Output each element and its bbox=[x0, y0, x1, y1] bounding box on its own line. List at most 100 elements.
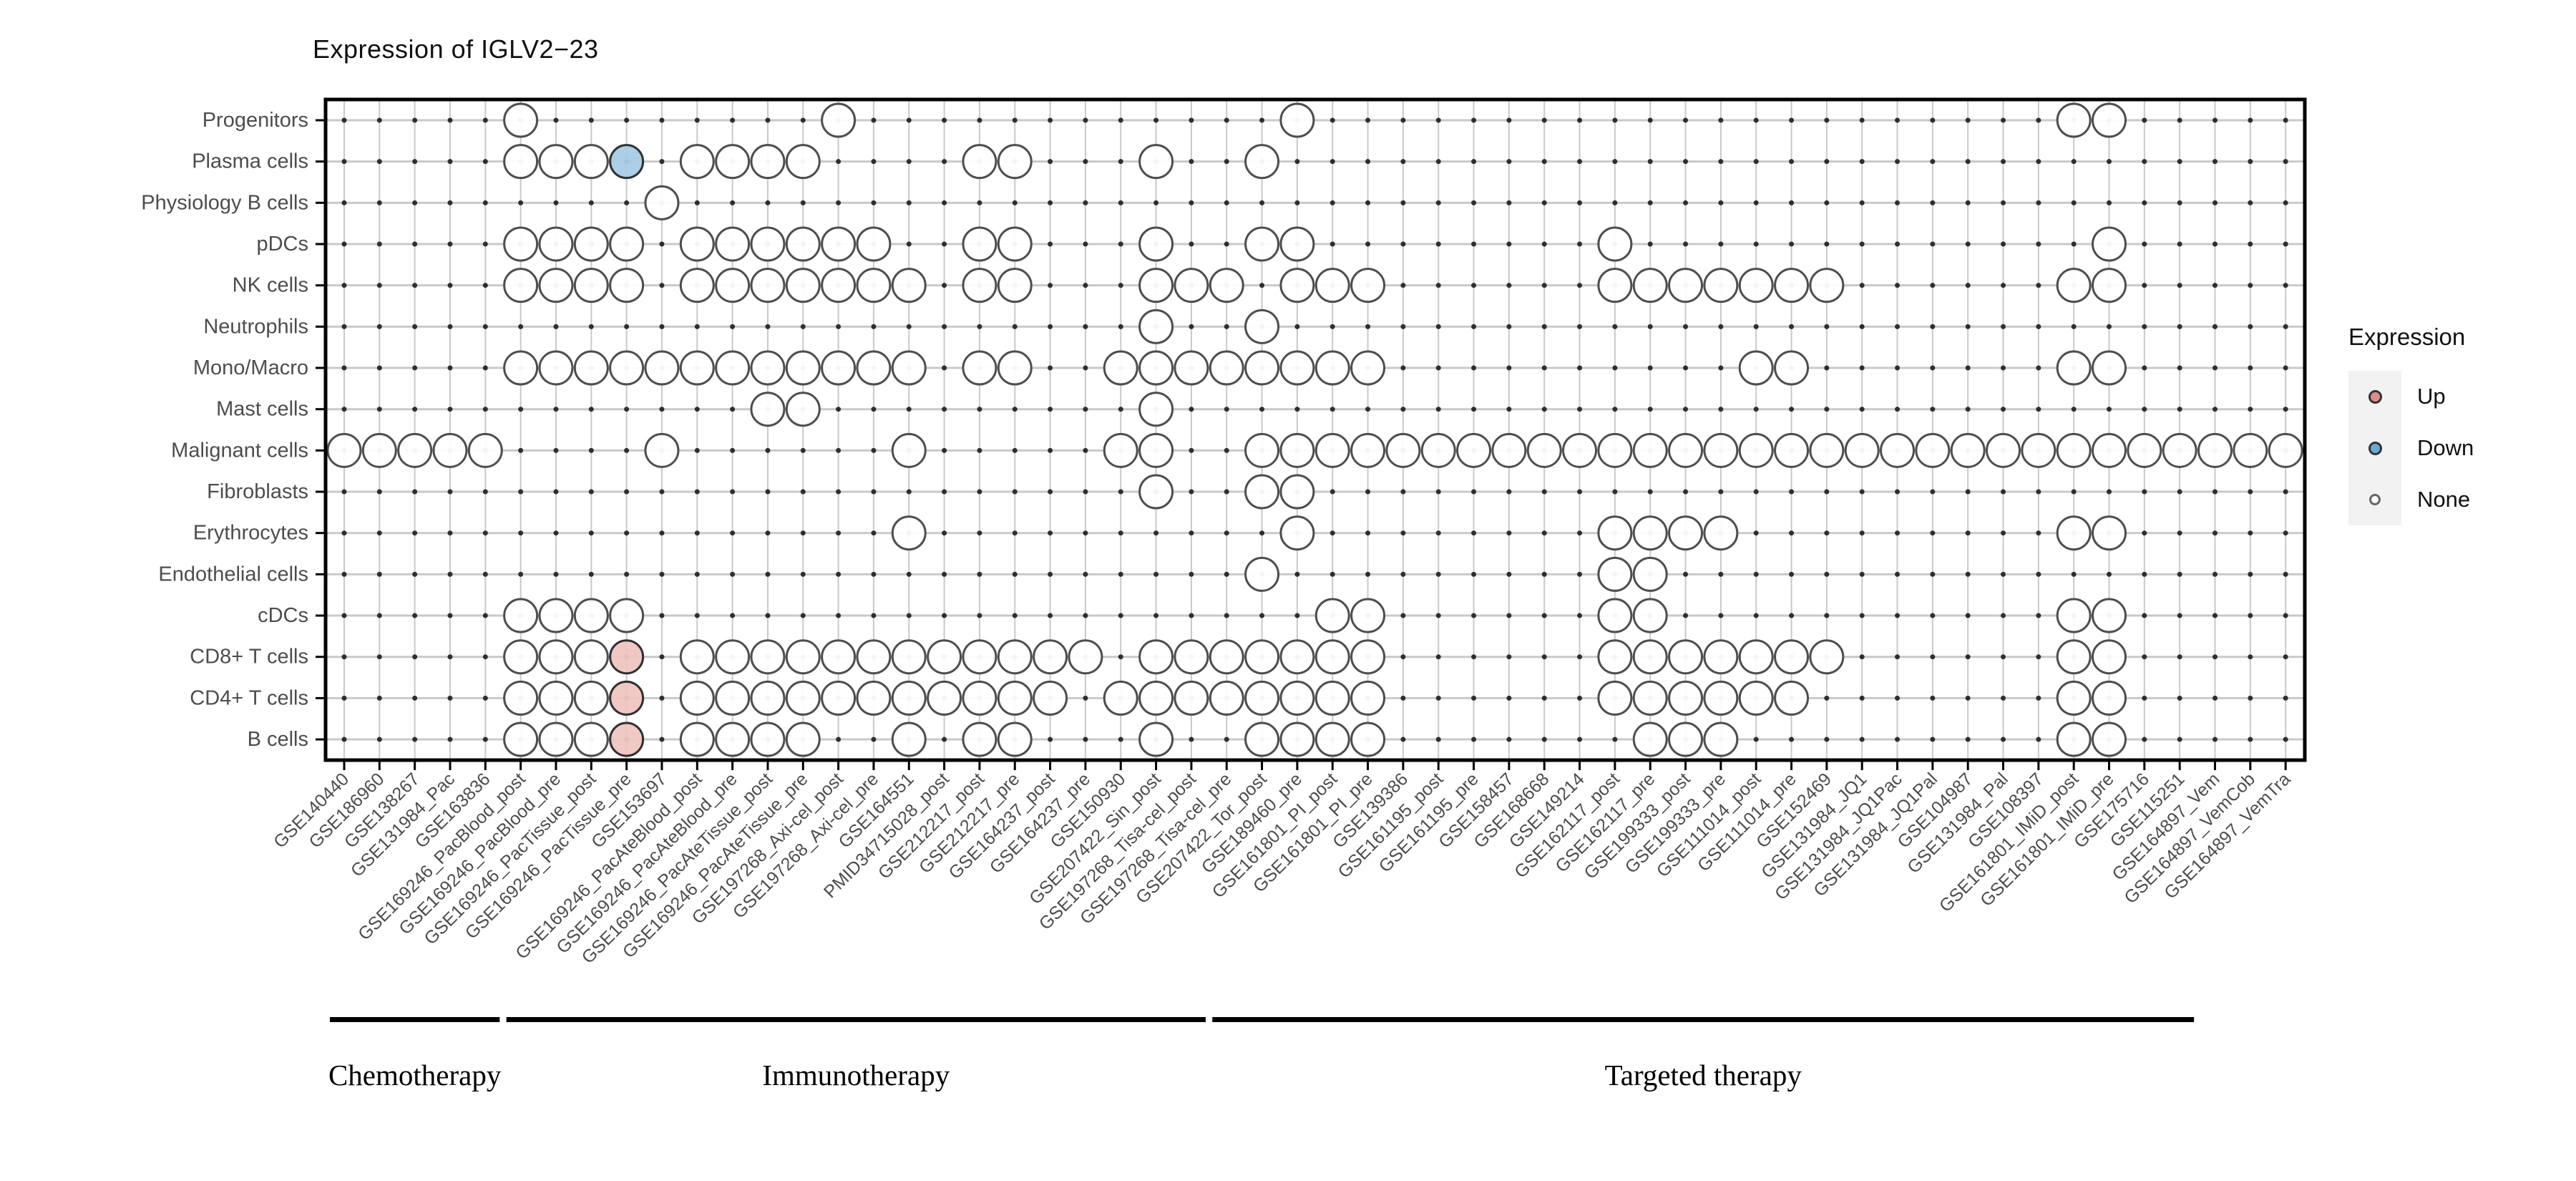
grid-point bbox=[1471, 365, 1477, 371]
grid-point bbox=[1859, 695, 1865, 701]
grid-point bbox=[1541, 200, 1547, 205]
grid-point bbox=[2001, 613, 2006, 618]
grid-point bbox=[1895, 365, 1901, 371]
grid-point bbox=[1365, 200, 1371, 205]
grid-point bbox=[2142, 571, 2147, 577]
grid-point bbox=[447, 613, 453, 618]
grid-point bbox=[1400, 283, 1406, 288]
dot-none bbox=[503, 639, 539, 675]
grid-point bbox=[2283, 283, 2288, 288]
grid-point bbox=[1859, 489, 1865, 495]
dot-none bbox=[2233, 432, 2268, 468]
grid-point bbox=[1718, 571, 1724, 577]
dot-none bbox=[1279, 515, 1315, 551]
y-axis-label: pDCs bbox=[256, 233, 308, 256]
dot-none bbox=[1244, 144, 1280, 180]
grid-point bbox=[871, 737, 877, 742]
dot-none bbox=[1597, 556, 1633, 592]
legend-label: Down bbox=[2417, 435, 2474, 460]
dot-none bbox=[1950, 432, 1986, 468]
grid-point bbox=[2071, 489, 2077, 495]
grid-point bbox=[1118, 407, 1123, 412]
grid-point bbox=[1365, 407, 1371, 412]
grid-point bbox=[659, 530, 665, 536]
grid-point bbox=[942, 571, 947, 577]
grid-point bbox=[624, 530, 630, 536]
grid-point bbox=[1189, 489, 1194, 495]
grid-point bbox=[2001, 365, 2006, 371]
grid-point bbox=[1012, 407, 1018, 412]
grid-point bbox=[1824, 117, 1830, 123]
grid-point bbox=[1330, 159, 1335, 165]
grid-point bbox=[800, 489, 806, 495]
grid-point bbox=[1541, 571, 1547, 577]
dot-none bbox=[2056, 350, 2092, 386]
grid-point bbox=[2283, 737, 2288, 742]
dot-none bbox=[609, 598, 645, 633]
grid-point bbox=[1435, 200, 1441, 205]
grid-point bbox=[1506, 324, 1512, 329]
grid-point bbox=[2036, 283, 2041, 288]
grid-point bbox=[1683, 365, 1689, 371]
dot-none bbox=[1597, 226, 1633, 262]
grid-point bbox=[588, 324, 594, 329]
grid-point bbox=[1294, 324, 1300, 329]
grid-point bbox=[942, 447, 947, 453]
grid-point bbox=[1965, 117, 1971, 123]
grid-point bbox=[1083, 117, 1088, 123]
group-bar-immunotherapy bbox=[506, 1017, 1206, 1022]
dot-none bbox=[503, 350, 539, 386]
dot-none bbox=[432, 432, 468, 468]
dot-none bbox=[1138, 639, 1174, 675]
grid-point bbox=[1083, 283, 1088, 288]
dot-none bbox=[1138, 308, 1174, 344]
grid-point bbox=[1647, 200, 1653, 205]
grid-point bbox=[1083, 407, 1088, 412]
grid-point bbox=[800, 324, 806, 329]
grid-point bbox=[906, 571, 912, 577]
grid-point bbox=[2248, 695, 2253, 701]
grid-point bbox=[1365, 489, 1371, 495]
grid-point bbox=[1012, 613, 1018, 618]
grid-point bbox=[1824, 365, 1830, 371]
legend-swatch bbox=[2348, 371, 2401, 422]
grid-point bbox=[2142, 613, 2147, 618]
grid-point bbox=[659, 117, 665, 123]
dot-none bbox=[2056, 680, 2092, 716]
grid-point bbox=[800, 117, 806, 123]
grid-point bbox=[482, 654, 488, 660]
grid-point bbox=[2036, 695, 2041, 701]
grid-point bbox=[1259, 530, 1265, 536]
dot-none bbox=[1314, 432, 1350, 468]
grid-point bbox=[1435, 654, 1441, 660]
dot-none bbox=[856, 639, 892, 675]
grid-point bbox=[1895, 159, 1901, 165]
grid-point bbox=[553, 324, 559, 329]
grid-point bbox=[1647, 159, 1653, 165]
grid-point bbox=[341, 324, 347, 329]
grid-point bbox=[800, 447, 806, 453]
grid-point bbox=[1083, 695, 1088, 701]
grid-point bbox=[2142, 159, 2147, 165]
dot-none bbox=[1138, 350, 1174, 386]
grid-point bbox=[2142, 324, 2147, 329]
grid-point bbox=[482, 571, 488, 577]
y-axis-label: B cells bbox=[248, 728, 308, 751]
grid-point bbox=[1048, 365, 1053, 371]
grid-point bbox=[482, 737, 488, 742]
grid-point bbox=[341, 737, 347, 742]
dot-none bbox=[503, 721, 539, 757]
dot-none bbox=[1738, 432, 1774, 468]
grid-point bbox=[2177, 324, 2182, 329]
grid-point bbox=[871, 200, 877, 205]
grid-point bbox=[2001, 200, 2006, 205]
grid-point bbox=[1471, 159, 1477, 165]
dot-none bbox=[1632, 432, 1668, 468]
dot-none bbox=[1668, 515, 1704, 551]
grid-point bbox=[1930, 324, 1936, 329]
dot-none bbox=[538, 350, 574, 386]
grid-point bbox=[1541, 365, 1547, 371]
grid-point bbox=[659, 489, 665, 495]
grid-point bbox=[1577, 283, 1583, 288]
grid-point bbox=[730, 530, 736, 536]
